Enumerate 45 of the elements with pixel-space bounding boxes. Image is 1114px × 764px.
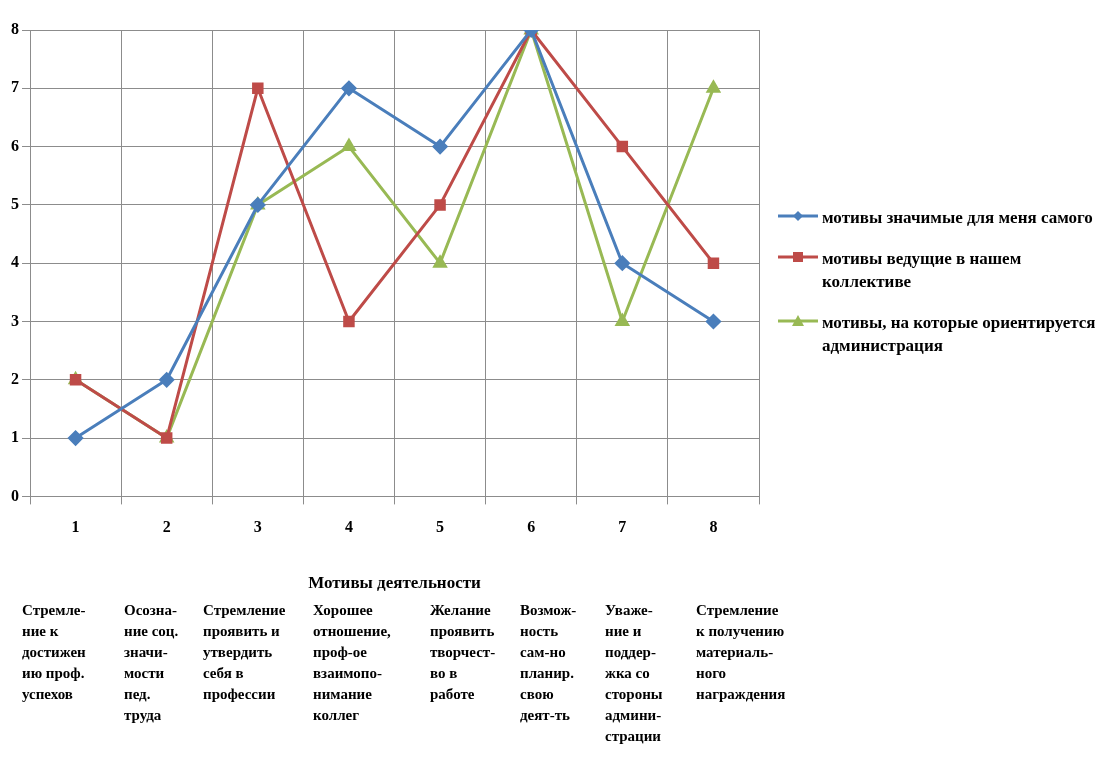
point (614, 255, 630, 271)
legend-label: мотивы, на которые ориентируется администрация (822, 312, 1097, 357)
legend-label: мотивы ведущие в нашем коллективе (822, 248, 1023, 293)
x-tick-label: 4 (344, 518, 353, 536)
text: Стремление проявить и утвердить себя в профессии (203, 601, 286, 704)
x-tick-label: 7 (618, 518, 627, 536)
text: Стремление к получению материаль- ного награждения (696, 601, 786, 704)
text: Осозна- ние соц. значи- мости пед. труда (124, 601, 179, 725)
x-tick-label: 3 (253, 518, 262, 536)
point (69, 374, 82, 386)
x-tick-label: 1 (71, 518, 80, 536)
x-tick-label: 5 (436, 518, 445, 536)
point (433, 255, 447, 268)
x-tick-label: 6 (527, 518, 536, 536)
point (707, 257, 720, 269)
point (616, 140, 629, 153)
legend-label: мотивы значимые для меня самого (822, 207, 1093, 229)
point (615, 314, 630, 326)
point (706, 80, 721, 93)
text: Уваже- ние и поддер- жка со стороны админи- страции (605, 601, 663, 746)
y-tick-label: 3 (11, 311, 19, 329)
x-axis-title: Мотивы деятельности (308, 573, 482, 593)
point (342, 139, 356, 152)
point (434, 199, 446, 211)
y-tick-label: 7 (11, 78, 19, 96)
point (705, 314, 721, 329)
text: Хорошее отношение, проф-ое взаимопо- нимание коллег (313, 601, 391, 725)
x-tick-label: 8 (709, 518, 718, 536)
text: Стремле- ние к достижен ию проф. успехов (22, 601, 86, 704)
point (159, 372, 175, 388)
y-tick-label: 0 (11, 486, 19, 504)
y-tick-label: 2 (11, 369, 19, 387)
y-tick-label: 6 (11, 136, 19, 154)
point (68, 430, 84, 446)
y-tick-label: 4 (11, 253, 19, 271)
y-tick-label: 8 (11, 20, 19, 38)
y-tick-label: 5 (11, 195, 19, 213)
text: Желание проявить творчест- во в работе (430, 601, 496, 704)
y-tick-label: 1 (11, 428, 19, 446)
x-tick-label: 2 (162, 518, 171, 536)
point (341, 80, 357, 96)
text: Возмож- ность сам-но планир. свою деят-ть (520, 601, 577, 725)
point (252, 82, 264, 95)
point (432, 139, 448, 155)
point (343, 315, 355, 328)
